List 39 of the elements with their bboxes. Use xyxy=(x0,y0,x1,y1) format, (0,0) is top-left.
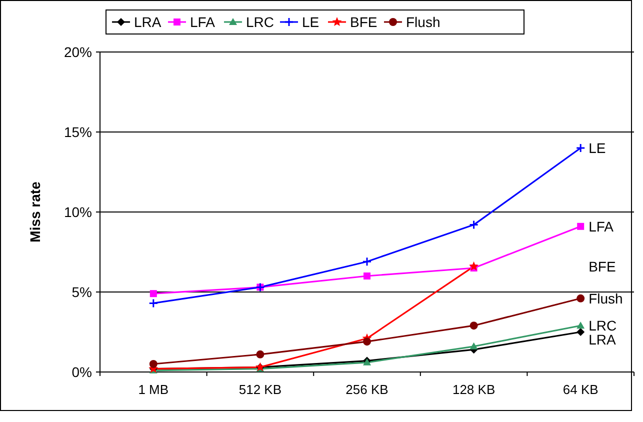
text: LRC xyxy=(588,318,617,334)
point xyxy=(469,220,479,230)
text: LE xyxy=(588,140,606,156)
point xyxy=(364,272,370,280)
point xyxy=(470,342,478,350)
point xyxy=(576,328,585,336)
point xyxy=(150,290,157,298)
point xyxy=(576,294,585,302)
point xyxy=(576,322,585,329)
y-tick-label: 0% xyxy=(72,364,92,380)
y-tick-label: 20% xyxy=(64,44,92,60)
text: LFA xyxy=(588,218,614,234)
text: Flush xyxy=(588,290,623,306)
point xyxy=(470,322,478,330)
point xyxy=(363,338,371,346)
x-tick-label: 256 KB xyxy=(346,382,388,397)
point xyxy=(577,222,584,230)
x-tick-label: 512 KB xyxy=(238,382,282,397)
x-tick-label: 64 KB xyxy=(562,382,598,397)
point xyxy=(149,360,158,368)
y-tick-label: 10% xyxy=(64,204,92,220)
point xyxy=(256,350,264,358)
legend-label: LFA xyxy=(190,14,216,30)
point xyxy=(576,143,586,153)
legend-label: Flush xyxy=(406,14,440,30)
point xyxy=(148,298,158,308)
legend-label: LRA xyxy=(134,14,162,30)
x-tick-label: 128 KB xyxy=(452,382,496,397)
legend-label: LRC xyxy=(246,14,274,30)
text: LRA xyxy=(588,332,616,348)
point xyxy=(362,256,372,266)
y-tick-label: 5% xyxy=(72,284,92,300)
x-tick-label: 1 MB xyxy=(138,382,169,397)
y-axis-title: Miss rate xyxy=(27,181,43,242)
legend-label: BFE xyxy=(350,14,378,30)
y-tick-label: 15% xyxy=(64,124,92,140)
text: BFE xyxy=(588,258,616,274)
legend-label: LE xyxy=(302,14,320,30)
point xyxy=(469,261,479,270)
